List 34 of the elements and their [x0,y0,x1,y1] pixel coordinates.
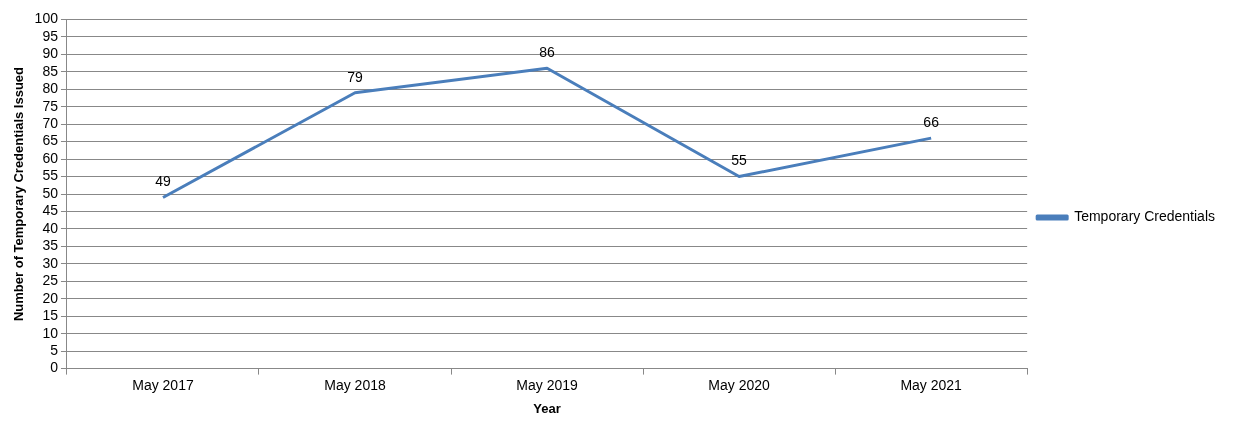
y-tick-label: 0 [50,359,59,376]
y-tick-label: 45 [42,202,59,219]
y-tick-label: 60 [42,149,59,166]
data-label: 49 [155,173,171,190]
y-tick-label: 95 [42,27,59,44]
x-tick-label: May 2021 [900,376,963,393]
y-tick-label: 90 [42,45,59,62]
y-tick-label: 50 [42,184,59,201]
x-tick-label: May 2019 [516,376,579,393]
y-tick-label: 25 [42,272,59,289]
x-axis-title: Year [533,400,561,416]
y-tick-label: 80 [42,80,59,97]
data-label: 79 [347,68,364,85]
y-tick-label: 55 [42,167,59,184]
y-tick-label: 40 [42,219,59,236]
y-tick-label: 65 [42,132,59,149]
legend-label: Temporary Credentials [1074,208,1216,225]
y-tick-label: 70 [42,115,59,132]
data-label: 66 [923,113,940,130]
y-tick-label: 75 [42,97,59,114]
data-label: 86 [539,44,556,61]
data-label: 55 [731,152,748,169]
x-tick-label: May 2018 [324,376,386,393]
x-tick-label: May 2020 [708,376,771,393]
y-tick-label: 35 [42,237,59,254]
y-tick-label: 20 [42,289,59,306]
y-axis-title: Number of Temporary Credentials Issued [11,66,27,322]
y-tick-label: 30 [42,254,59,271]
y-tick-label: 5 [50,342,59,358]
y-tick-label: 85 [42,62,59,79]
x-tick-label: May 2017 [132,376,194,393]
y-tick-label: 10 [42,324,59,341]
y-tick-label: 15 [42,307,59,324]
y-tick-label: 100 [34,10,59,27]
